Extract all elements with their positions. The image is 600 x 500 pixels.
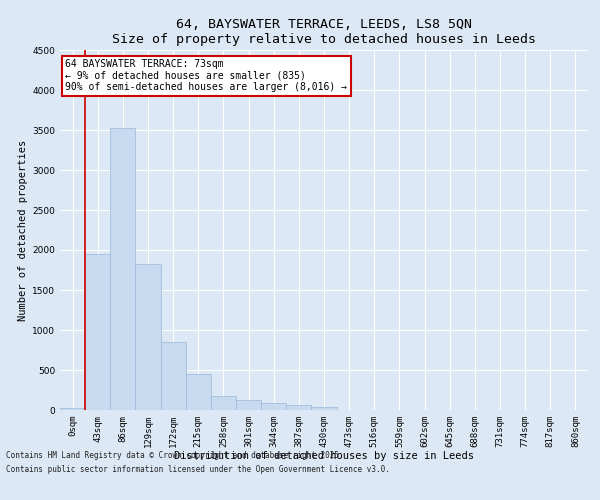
Title: 64, BAYSWATER TERRACE, LEEDS, LS8 5QN
Size of property relative to detached hous: 64, BAYSWATER TERRACE, LEEDS, LS8 5QN Si… bbox=[112, 18, 536, 46]
Bar bbox=[110, 128, 136, 410]
Bar bbox=[211, 396, 236, 410]
Text: Contains HM Land Registry data © Crown copyright and database right 2025.: Contains HM Land Registry data © Crown c… bbox=[6, 450, 344, 460]
Bar bbox=[85, 254, 110, 410]
Bar bbox=[60, 408, 85, 410]
Bar bbox=[186, 374, 211, 410]
Y-axis label: Number of detached properties: Number of detached properties bbox=[18, 140, 28, 320]
Bar bbox=[236, 400, 261, 410]
Bar bbox=[161, 342, 186, 410]
Bar bbox=[136, 264, 161, 410]
Text: Contains public sector information licensed under the Open Government Licence v3: Contains public sector information licen… bbox=[6, 466, 390, 474]
Bar bbox=[286, 405, 311, 410]
Text: 64 BAYSWATER TERRACE: 73sqm
← 9% of detached houses are smaller (835)
90% of sem: 64 BAYSWATER TERRACE: 73sqm ← 9% of deta… bbox=[65, 59, 347, 92]
Bar bbox=[261, 403, 286, 410]
Bar bbox=[311, 407, 337, 410]
X-axis label: Distribution of detached houses by size in Leeds: Distribution of detached houses by size … bbox=[174, 452, 474, 462]
